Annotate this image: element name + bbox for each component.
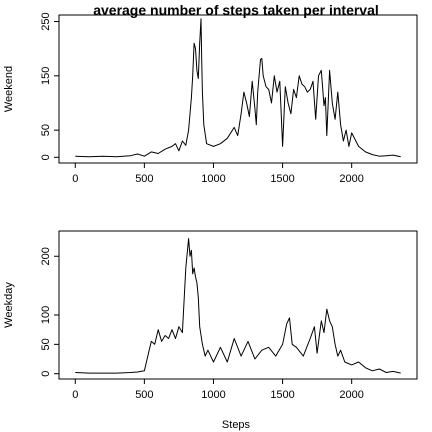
weekend-x-tick-label: 2000 bbox=[339, 173, 363, 185]
weekday-x-tick-label: 500 bbox=[135, 389, 153, 401]
weekday-series-line bbox=[75, 238, 401, 374]
weekday-y-tick-label: 0 bbox=[40, 371, 52, 377]
weekend-y-tick-label: 0 bbox=[40, 154, 52, 160]
weekend-plot-frame bbox=[58, 14, 418, 164]
weekend-y-tick-label: 50 bbox=[40, 124, 52, 136]
chart-title: average number of steps taken per interv… bbox=[93, 2, 379, 18]
weekend-x-tick-label: 0 bbox=[72, 173, 78, 185]
weekday-plot-frame bbox=[58, 230, 418, 380]
weekend-panel: Weekend 0 500 1000 1500 2000 0 50 150 250 bbox=[3, 12, 418, 185]
weekend-series-line bbox=[75, 18, 401, 158]
weekday-y-tick-label: 50 bbox=[40, 338, 52, 350]
weekend-x-tick-label: 1000 bbox=[201, 173, 225, 185]
weekday-x-tick-label: 1500 bbox=[270, 389, 294, 401]
weekday-x-tick-label: 1000 bbox=[201, 389, 225, 401]
weekday-x-tick-label: 0 bbox=[72, 389, 78, 401]
weekday-panel: Weekday 0 500 1000 1500 2000 0 50 100 200 bbox=[3, 230, 418, 401]
weekday-y-axis-label: Weekday bbox=[3, 282, 15, 328]
weekend-x-tick-label: 500 bbox=[135, 173, 153, 185]
weekend-y-axis-label: Weekend bbox=[3, 66, 15, 112]
weekend-y-tick-label: 250 bbox=[40, 12, 52, 30]
weekday-x-tick-label: 2000 bbox=[339, 389, 363, 401]
weekday-y-tick-label: 100 bbox=[40, 306, 52, 324]
weekend-y-tick-label: 150 bbox=[40, 67, 52, 85]
weekday-y-tick-label: 200 bbox=[40, 247, 52, 265]
x-axis-label: Steps bbox=[222, 419, 251, 431]
weekend-x-tick-label: 1500 bbox=[270, 173, 294, 185]
